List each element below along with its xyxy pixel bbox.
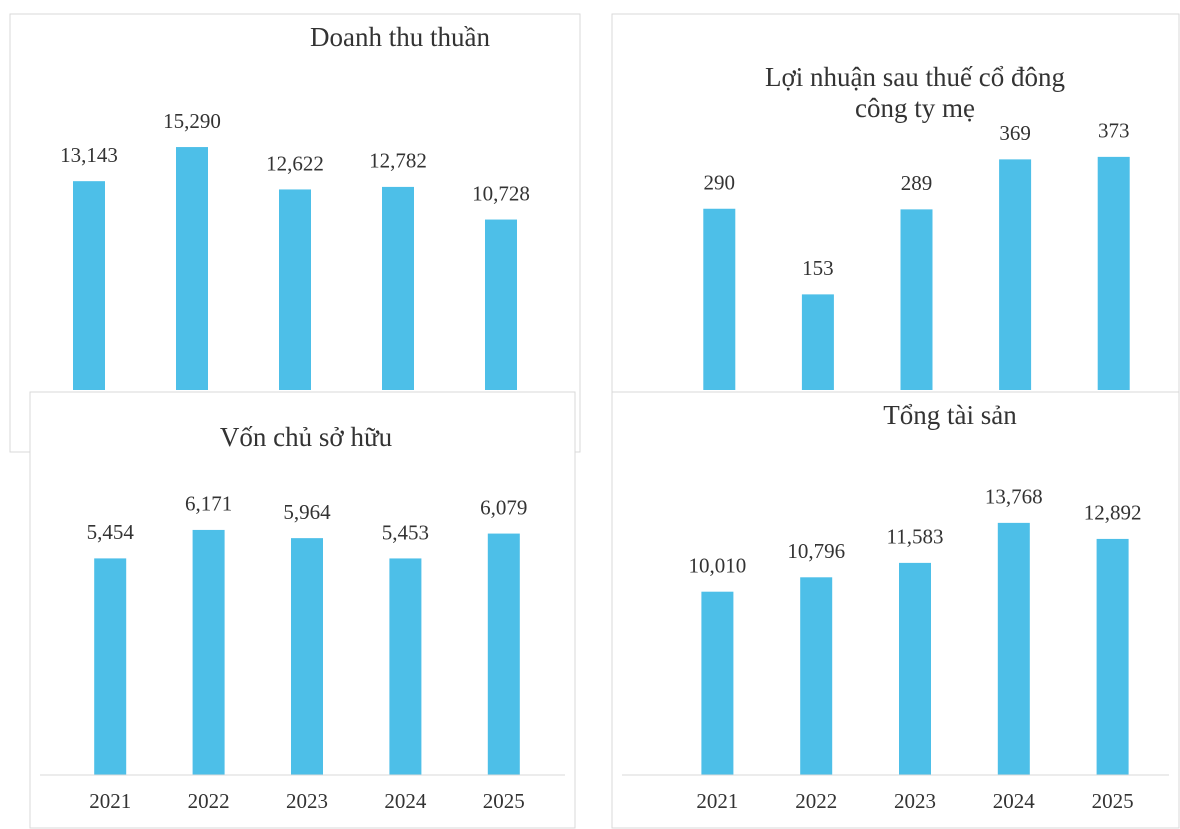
x-tick-label: 2021 [89, 789, 131, 813]
bar [900, 209, 933, 390]
data-label: 5,453 [382, 520, 429, 544]
data-label: 153 [802, 256, 834, 280]
bar [1097, 156, 1130, 390]
data-label: 6,171 [185, 492, 232, 516]
bar [94, 558, 127, 775]
bar [176, 147, 208, 390]
data-label: 15,290 [163, 109, 221, 133]
x-tick-label: 2022 [795, 789, 837, 813]
data-label: 11,583 [887, 525, 944, 549]
bar [999, 159, 1032, 390]
bar [487, 533, 520, 775]
data-label: 289 [901, 171, 933, 195]
bar [291, 538, 323, 775]
x-tick-label: 2023 [894, 789, 936, 813]
panel [611, 391, 1180, 829]
chart-title: Tổng tài sản [883, 400, 1017, 430]
data-label: 12,782 [369, 149, 427, 173]
data-label: 13,768 [985, 485, 1043, 509]
chart-title: Lợi nhuận sau thuế cổ đông [765, 62, 1065, 92]
chart-title: Vốn chủ sở hữu [220, 422, 393, 452]
bar [701, 591, 734, 775]
chart-title: công ty mẹ [855, 93, 975, 123]
bar [1096, 538, 1129, 775]
x-tick-label: 2024 [993, 789, 1036, 813]
bar [389, 558, 422, 775]
x-tick-label: 2025 [1092, 789, 1134, 813]
bar [279, 189, 311, 390]
x-tick-label: 2021 [696, 789, 738, 813]
data-label: 6,079 [480, 495, 527, 519]
x-tick-label: 2025 [483, 789, 525, 813]
data-label: 5,454 [87, 520, 135, 544]
bar [382, 186, 414, 390]
bar [801, 294, 834, 390]
data-label: 10,010 [689, 554, 747, 578]
data-label: 10,796 [787, 539, 845, 563]
data-label: 290 [704, 171, 736, 195]
x-tick-label: 2022 [188, 789, 230, 813]
x-tick-label: 2023 [286, 789, 328, 813]
data-label: 13,143 [60, 143, 118, 167]
data-label: 369 [999, 121, 1031, 145]
bar [800, 577, 833, 775]
bar [997, 522, 1030, 775]
data-label: 10,728 [472, 181, 530, 205]
bar [192, 529, 225, 775]
bar [703, 208, 736, 390]
bar [73, 181, 105, 390]
data-label: 12,892 [1084, 501, 1142, 525]
x-tick-label: 2024 [384, 789, 427, 813]
chart-title: Doanh thu thuần [310, 22, 490, 52]
data-label: 5,964 [283, 500, 331, 524]
bar [485, 219, 517, 390]
data-label: 12,622 [266, 151, 324, 175]
data-label: 373 [1098, 119, 1130, 143]
bar [899, 562, 931, 775]
